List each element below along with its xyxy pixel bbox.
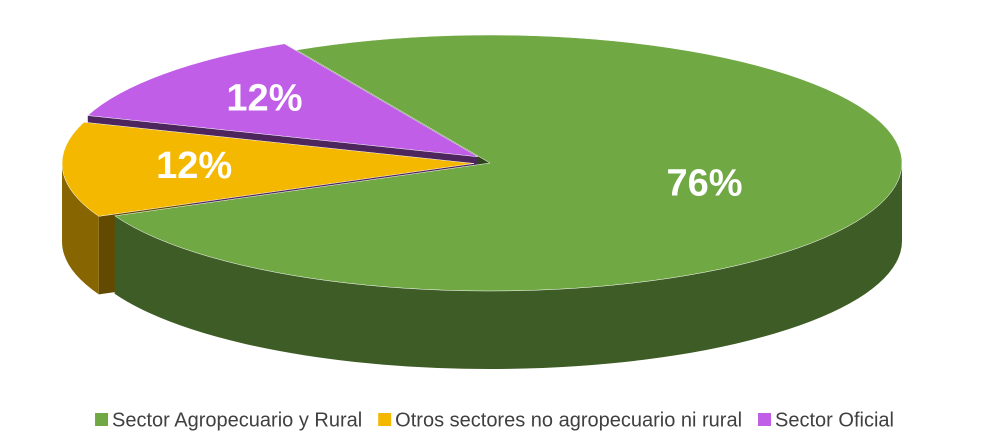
data-label: 12% <box>156 145 232 187</box>
slice <box>87 43 478 158</box>
legend-swatch <box>95 413 109 426</box>
legend-label: Sector Oficial <box>775 409 894 431</box>
legend-swatch <box>378 413 392 426</box>
slice <box>61 121 475 217</box>
legend: Sector Agropecuario y Rural Otros sectore… <box>95 409 894 431</box>
slice-side <box>62 163 99 295</box>
data-label: 76% <box>666 163 742 205</box>
legend-swatch <box>758 413 772 426</box>
slice-side <box>114 163 902 369</box>
data-label: 12% <box>226 77 302 119</box>
legend-label: Sector Agropecuario y Rural <box>112 409 362 431</box>
slice <box>114 34 903 292</box>
sides <box>62 163 902 369</box>
legend-label: Otros sectores no agropecuario ni rural <box>395 409 742 431</box>
tops <box>61 34 903 292</box>
